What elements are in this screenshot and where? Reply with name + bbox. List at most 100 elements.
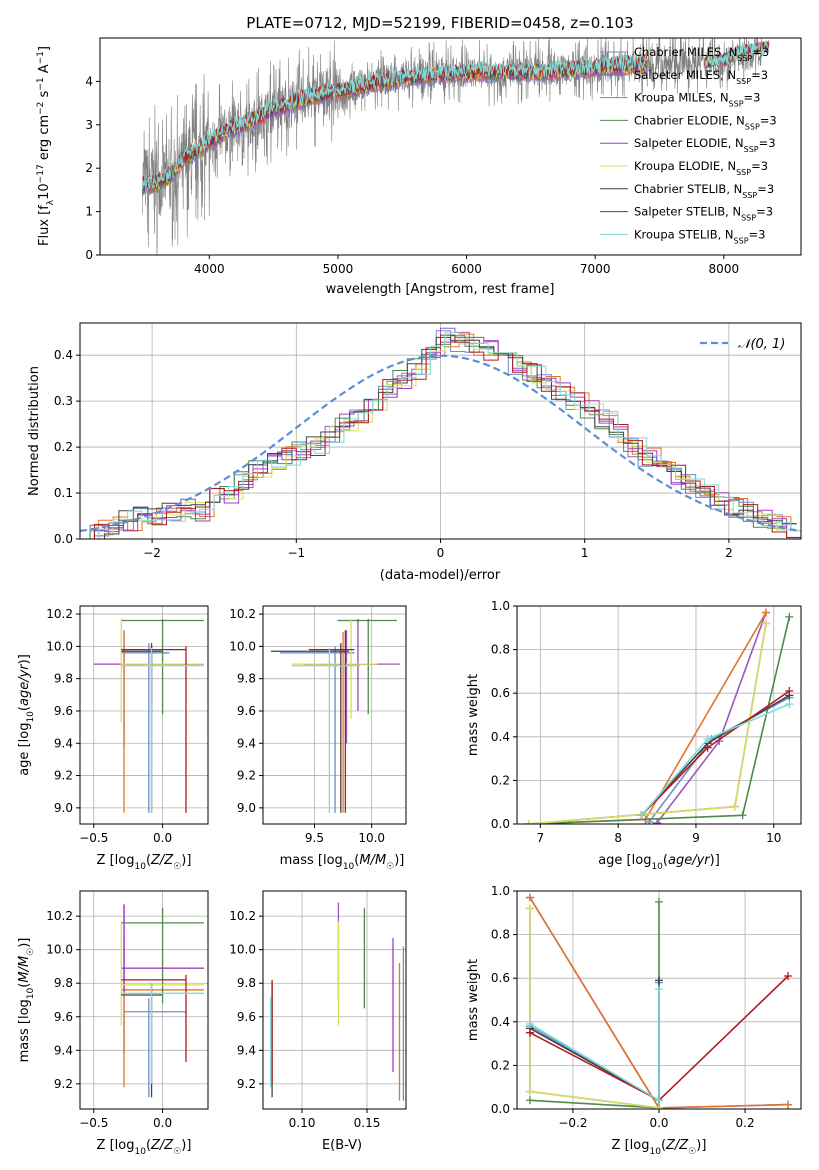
y-tick-label: 10.0 [46, 639, 73, 653]
mass-vs-ebv-xlabel: E(B-V) [322, 1138, 362, 1153]
x-tick-label: 0.10 [289, 1116, 316, 1130]
x-tick-label: 0.15 [354, 1116, 381, 1130]
spectrum-plot-area [141, 38, 770, 255]
legend-label-text: Chabrier MILES, N [634, 45, 737, 59]
series-line-kroupa_elodie [528, 623, 767, 824]
massweight-vs-age-xlabel-part: age [log [598, 853, 651, 868]
y-tick-label: 0.8 [491, 643, 510, 657]
series-point-kroupa_stelib [655, 1096, 663, 1105]
legend-label-tail: =3 [760, 113, 777, 127]
y-tick-label: 9.8 [54, 672, 73, 686]
y-tick-label: 9.8 [237, 976, 256, 990]
age-vs-mass-xlabel-part: )] [394, 853, 404, 868]
y-tick-label: 0.2 [54, 440, 73, 454]
spectrum-axes: 4000 5000 6000 7000 8000 0 1 2 3 4 Chabrier MILES,… [36, 37, 802, 297]
y-tick-label: 10.0 [46, 943, 73, 957]
legend-label-text: Chabrier ELODIE, N [634, 113, 745, 127]
mass-vs-Z-xlabel-part: 10 [134, 1147, 146, 1157]
legend-label-kroupa_elodie: Kroupa ELODIE, NSSP=3 [634, 159, 768, 177]
mass-vs-Z-ylabel-part: )] [17, 938, 32, 948]
massweight-vs-age-xlabel-part: 10 [651, 862, 663, 872]
series-line-kroupa_stelib [640, 703, 790, 816]
mass_vs_ebv-frame: 0.10 0.15 9.2 9.4 9.6 9.8 10.0 10.2 [229, 890, 407, 1130]
spectrum-ylabel-part: 10 [37, 183, 52, 200]
x-tick-label: 0.0 [649, 1116, 668, 1130]
massweight_vs_age-plot-area [524, 608, 794, 824]
mass_vs_ebv-axes-frame [262, 890, 407, 1110]
mass-vs-Z-xlabel-part: Z [log [97, 1138, 135, 1153]
spectrum-ylabel: Flux [fλ10−17 erg cm−2 s−1 A−1] [36, 46, 56, 246]
legend-label-kroupa_miles: Kroupa MILES, NSSP=3 [634, 91, 760, 109]
mass-vs-Z-xlabel: Z [log10(Z/Z☉)] [97, 1138, 192, 1157]
legend-label-sub: SSP [734, 236, 749, 245]
y-tick-label: 0.6 [491, 686, 510, 700]
age-vs-Z-ylabel-part: ( [17, 706, 32, 711]
mass_vs_ebv-plot-area [270, 902, 405, 1101]
x-tick-label: 7000 [580, 262, 611, 276]
legend-label-text: Kroupa ELODIE, N [634, 159, 736, 173]
y-tick-label: 9.4 [237, 1043, 256, 1057]
mass-vs-Z-xlabel-part: )] [181, 1138, 191, 1153]
massweight_vs_age-frame: 7 8 9 10 0.0 0.2 0.4 0.6 0.8 1.0 [491, 599, 802, 845]
age_vs_Z-plot-area [93, 618, 204, 813]
histogram-kroupa_stelib [84, 332, 801, 539]
y-tick-label: 1.0 [491, 599, 510, 613]
y-tick-label: 9.2 [54, 1077, 73, 1091]
legend-label-text: Salpeter ELODIE, N [634, 136, 744, 150]
y-tick-label: 0.2 [491, 773, 510, 787]
legend-label-text: Kroupa MILES, N [634, 91, 729, 105]
spectrum-ylabel-part: −17 [36, 164, 46, 183]
legend-label-tail: =3 [744, 91, 761, 105]
series-point-chabrier_elodie [655, 897, 663, 906]
legend-label-tail: =3 [752, 45, 769, 59]
spectrum-ylabel-part: Flux [f [37, 205, 52, 246]
y-tick-label: 9.4 [54, 1043, 73, 1057]
histogram-salpeter_elodie [80, 336, 801, 539]
series-point-kroupa_elodie [525, 1087, 534, 1096]
residuals-legend: 𝒩(0, 1) [700, 337, 785, 352]
mass_vs_Z-frame: −0.5 0.0 9.2 9.4 9.6 9.8 10.0 10.2 [46, 890, 209, 1130]
y-tick-label: 10.2 [46, 909, 73, 923]
y-tick-label: 9.8 [237, 672, 256, 686]
mass_vs_Z-axes-frame [79, 890, 209, 1110]
y-tick-label: 0.4 [491, 1015, 510, 1029]
y-tick-label: 9.2 [54, 769, 73, 783]
legend-label-sub: SSP [745, 122, 760, 131]
legend-label-tail: =3 [756, 205, 773, 219]
x-tick-label: 8 [614, 831, 622, 845]
series-point-chabrier_stelib [655, 976, 663, 985]
x-tick-label: −1 [287, 546, 305, 560]
residuals-xlabel: (data-model)/error [380, 568, 501, 583]
histogram-chabrier_stelib [80, 336, 797, 539]
massweight-vs-Z-xlabel-part: Z [log [612, 1138, 650, 1153]
series-point-salpeter_stelib [784, 972, 793, 981]
series-point-kroupa_stelib [703, 734, 712, 743]
y-tick-label: 0.1 [54, 486, 73, 500]
histogram-chabrier_miles [80, 330, 797, 539]
massweight-vs-Z-xlabel-part: ☉ [688, 1147, 696, 1157]
y-tick-label: 9.4 [54, 736, 73, 750]
age-vs-mass-xlabel-part: ☉ [386, 862, 394, 872]
y-tick-label: 1 [85, 205, 93, 219]
spectrum-xlabel: wavelength [Angstrom, rest frame] [326, 282, 555, 297]
y-tick-label: 3 [85, 118, 93, 132]
massweight-vs-Z-xlabel: Z [log10(Z/Z☉)] [612, 1138, 707, 1157]
age-vs-Z-xlabel-part: ☉ [173, 862, 181, 872]
x-tick-label: 4000 [194, 262, 225, 276]
y-tick-label: 0.4 [54, 348, 73, 362]
series-point-kroupa_elodie [761, 619, 770, 628]
series-point-kroupa_elodie [524, 820, 533, 824]
age-vs-Z-xlabel-part: Z/Z [150, 853, 174, 868]
y-tick-label: 0.4 [491, 730, 510, 744]
massweight-vs-Z-xlabel-part: 10 [649, 1147, 661, 1157]
series-line-chabrier_stelib [529, 980, 660, 1102]
legend-label-sub: SSP [744, 145, 759, 154]
mass-vs-Z-ylabel-part: mass [log [17, 999, 32, 1062]
x-tick-label: −0.5 [79, 831, 108, 845]
age-vs-Z-ylabel: age [log10(age/yr)] [17, 654, 36, 776]
age_vs_mass-axes: 9.5 10.0 9.0 9.2 9.4 9.6 9.8 10.0 10.2 mass [log1… [229, 605, 407, 872]
series-line-kroupa_stelib [529, 989, 660, 1102]
spectrum-ylabel-part: erg cm [37, 115, 52, 164]
y-tick-label: 9.8 [54, 976, 73, 990]
legend-label-sub: SSP [737, 54, 752, 63]
